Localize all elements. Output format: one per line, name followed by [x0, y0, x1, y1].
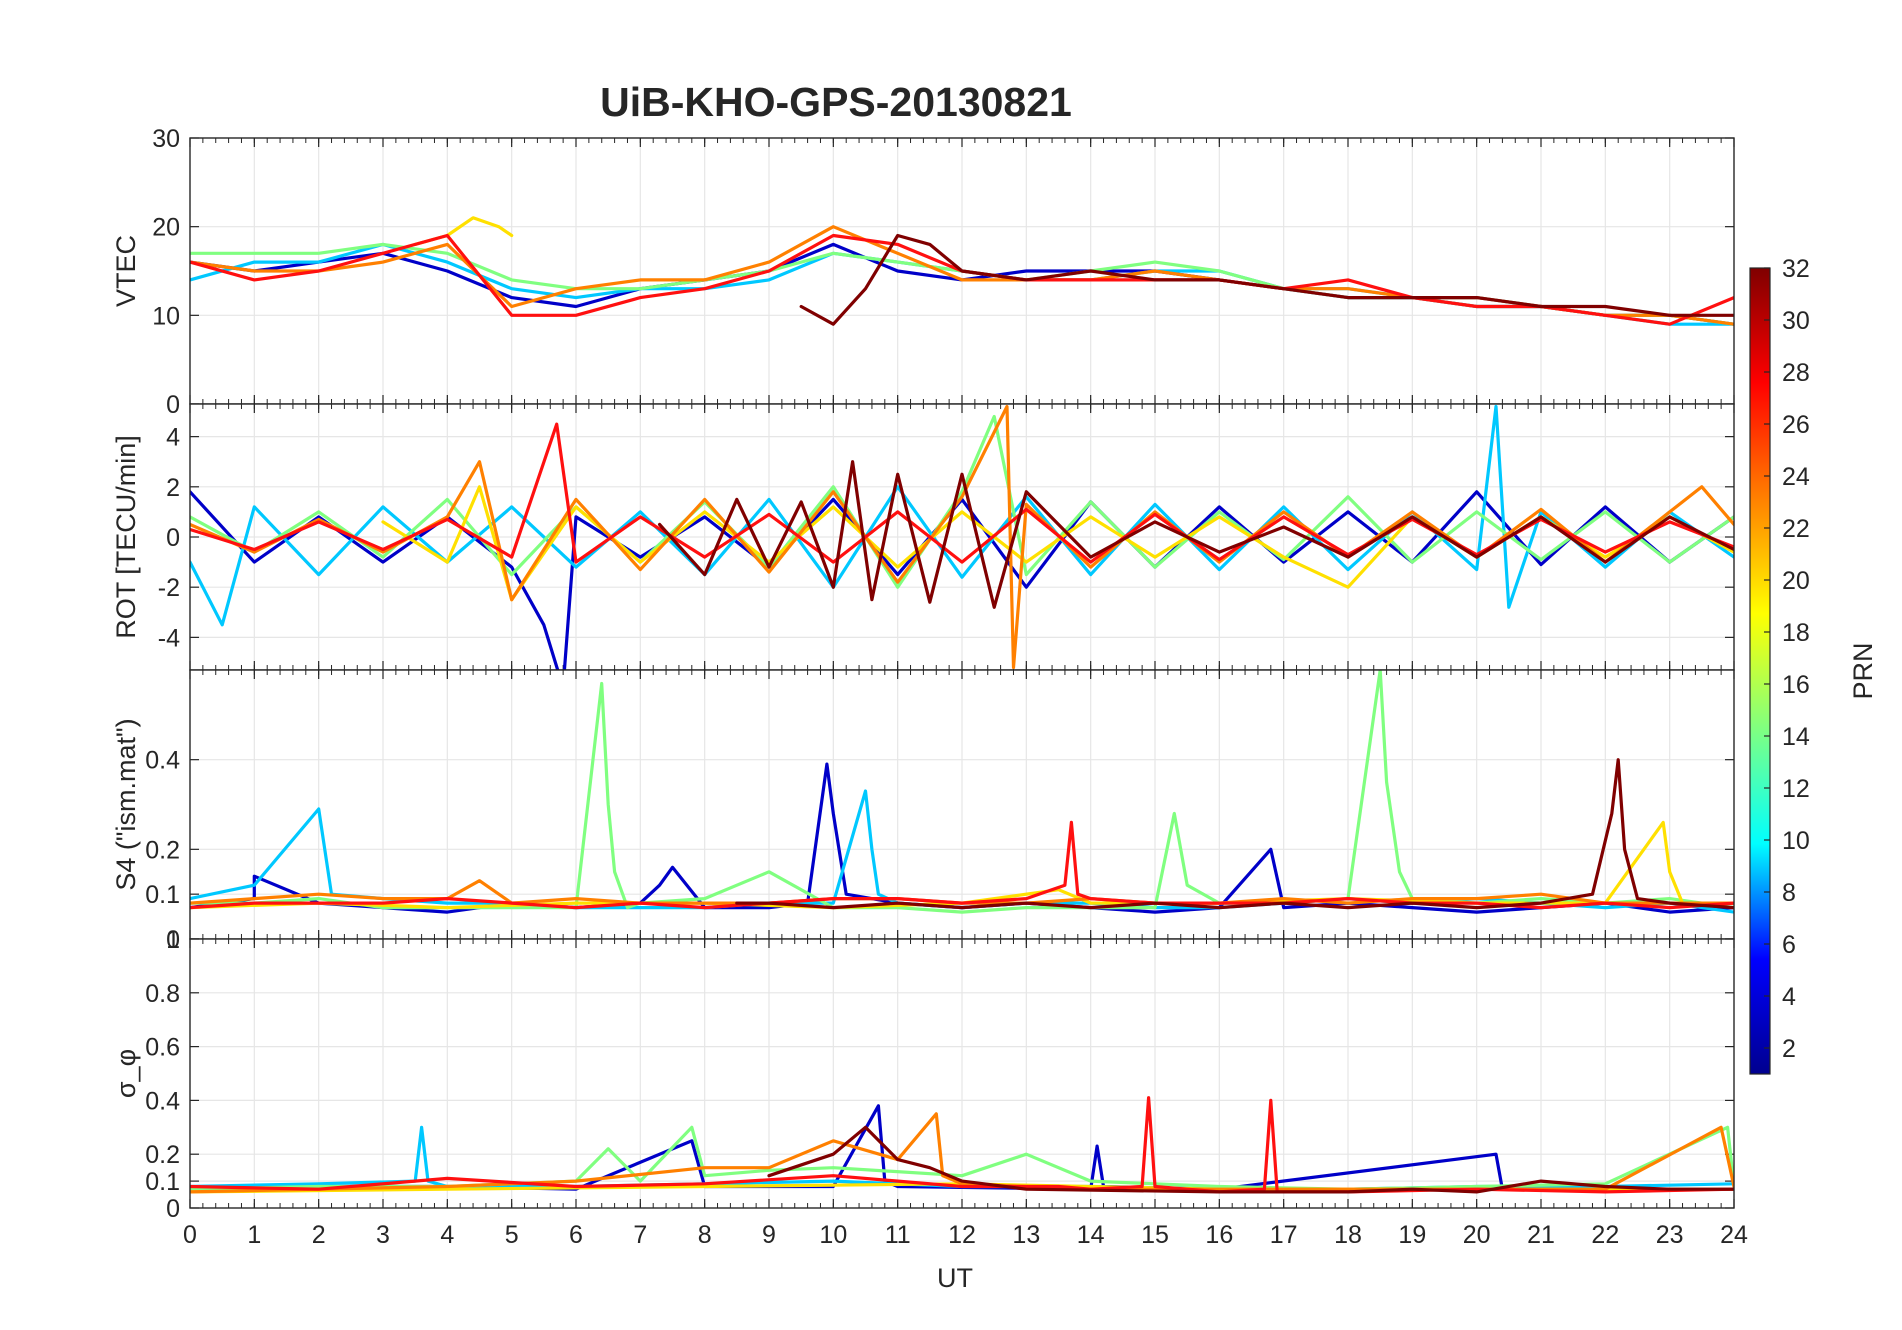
series-line [190, 762, 1734, 914]
x-tick-label: 23 [1656, 1221, 1684, 1249]
series-group [190, 404, 1734, 670]
panel-frame [189, 938, 1735, 1209]
panel-3: 0 0.1 0.2 0.4S4 ("ism.mat") [111, 669, 1735, 954]
colorbar-tick-label: 2 [1782, 1035, 1796, 1063]
colorbar-tick-label: 10 [1782, 827, 1810, 855]
x-tick-label: 5 [505, 1221, 519, 1249]
colorbar-tick-label: 8 [1782, 879, 1796, 907]
y-axis-label: VTEC [111, 235, 141, 307]
y-tick-label: 0.4 [145, 747, 180, 775]
x-tick-label: 1 [247, 1221, 261, 1249]
x-tick-label: 11 [885, 1221, 911, 1249]
y-tick-label: 0 [166, 391, 180, 419]
colorbar-tick-label: 20 [1782, 567, 1810, 595]
x-tick-label: 16 [1205, 1221, 1233, 1249]
series-line [190, 670, 1734, 914]
y-tick-label: 0.4 [145, 1087, 180, 1115]
x-tick-label: 22 [1591, 1221, 1619, 1249]
colorbar-tick-label: 18 [1782, 619, 1810, 647]
colorbar-tick-label: 6 [1782, 931, 1796, 959]
y-tick-label: -2 [158, 574, 180, 602]
y-tick-label: 10 [152, 302, 180, 330]
colorbar-tick-label: 22 [1782, 515, 1810, 543]
y-tick-label: 0.1 [145, 1168, 180, 1196]
x-tick-label: 0 [183, 1221, 197, 1249]
y-tick-label: 1 [166, 926, 180, 954]
chart-title: UiB-KHO-GPS-20130821 [600, 79, 1072, 125]
y-tick-label: 0.1 [145, 881, 180, 909]
x-tick-label: 3 [376, 1221, 390, 1249]
x-tick-label: 9 [762, 1221, 776, 1249]
series-group [190, 670, 1734, 914]
x-axis-label: UT [937, 1263, 973, 1293]
colorbar-tick-label: 24 [1782, 463, 1810, 491]
x-tick-label: 24 [1720, 1221, 1748, 1249]
y-axis-label: σ_φ [111, 1049, 141, 1098]
y-tick-label: 20 [152, 214, 180, 242]
y-tick-label: 0 [166, 524, 180, 552]
x-tick-label: 21 [1527, 1221, 1555, 1249]
x-tick-label: 12 [948, 1221, 976, 1249]
colorbar-tick-label: 4 [1782, 983, 1796, 1011]
y-tick-label: 0.6 [145, 1034, 180, 1062]
panel-4: 00.10.20.40.60.81σ_φ [111, 926, 1735, 1223]
x-tick-label: 14 [1077, 1221, 1105, 1249]
series-line [735, 758, 1734, 910]
colorbar-tick-label: 26 [1782, 411, 1810, 439]
y-tick-label: 0.8 [145, 980, 180, 1008]
series-line [767, 1125, 1734, 1194]
x-tick-label: 10 [819, 1221, 847, 1249]
x-tick-label: 13 [1012, 1221, 1040, 1249]
x-tick-label: 2 [312, 1221, 326, 1249]
colorbar-tick-label: 28 [1782, 359, 1810, 387]
colorbar-tick-label: 16 [1782, 671, 1810, 699]
y-axis-label: ROT [TECU/min] [111, 435, 141, 639]
series-line [799, 233, 1734, 326]
colorbar-scale [1749, 267, 1771, 1075]
y-tick-label: -4 [158, 624, 180, 652]
series-line [190, 414, 1734, 589]
x-tick-label: 4 [440, 1221, 454, 1249]
series-line [190, 820, 1734, 910]
panel-2: -4 -2 0 2 4 ROT [TECU/min] [111, 403, 1735, 671]
series-line [657, 460, 1734, 609]
y-tick-label: 0 [166, 1195, 180, 1223]
y-tick-label: 30 [152, 125, 180, 153]
x-tick-label: 6 [569, 1221, 583, 1249]
x-tick-label: 7 [633, 1221, 647, 1249]
panel-1: 0 10 20 30 VTEC [111, 125, 1735, 419]
x-tick-label: 15 [1141, 1221, 1169, 1249]
colorbar-tick-label: 32 [1782, 255, 1810, 283]
colorbar-tick-label: 12 [1782, 775, 1810, 803]
y-tick-label: 4 [166, 424, 180, 452]
series-group [190, 216, 1734, 326]
x-tick-label: 18 [1334, 1221, 1362, 1249]
y-axis-label: S4 ("ism.mat") [111, 718, 141, 890]
colorbar-tick-label: 30 [1782, 307, 1810, 335]
colorbar-label: PRN [1848, 642, 1878, 699]
series-group [190, 1096, 1734, 1194]
colorbar-tick-label: 14 [1782, 723, 1810, 751]
y-tick-label: 0.2 [145, 1141, 180, 1169]
y-tick-label: 2 [166, 474, 180, 502]
y-tick-label: 0 [166, 926, 180, 954]
y-tick-label: 0.2 [145, 836, 180, 864]
x-tick-label: 19 [1398, 1221, 1426, 1249]
x-tick-label: 8 [698, 1221, 712, 1249]
x-tick-label: 20 [1463, 1221, 1491, 1249]
x-tick-label: 17 [1270, 1221, 1298, 1249]
